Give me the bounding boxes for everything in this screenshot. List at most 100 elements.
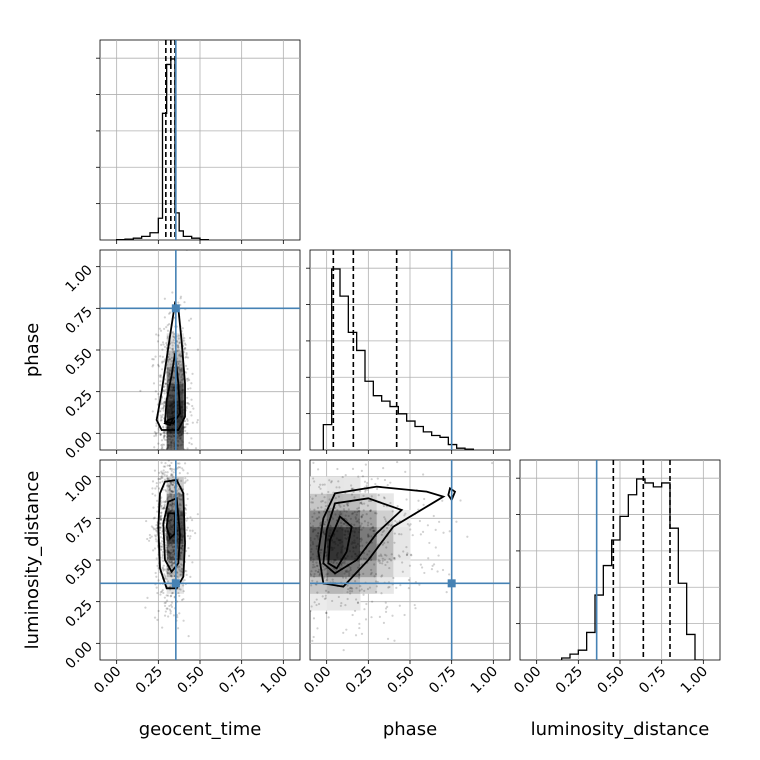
- sample-point: [344, 604, 347, 607]
- sample-point: [317, 510, 320, 514]
- sample-point: [181, 513, 184, 516]
- sample-point: [161, 626, 164, 629]
- sample-point: [169, 394, 172, 397]
- sample-point: [171, 502, 174, 505]
- sample-point: [381, 559, 384, 563]
- sample-point: [152, 358, 155, 361]
- sample-point: [349, 517, 353, 520]
- sample-point: [176, 533, 179, 536]
- sample-point: [316, 557, 319, 560]
- sample-point: [189, 575, 192, 578]
- sample-point: [377, 558, 380, 561]
- sample-point: [150, 535, 153, 538]
- sample-point: [160, 343, 163, 346]
- sample-point: [326, 538, 330, 542]
- sample-point: [405, 553, 409, 556]
- sample-point: [339, 512, 343, 516]
- sample-point: [186, 367, 189, 371]
- sample-point: [171, 432, 174, 435]
- sample-point: [166, 557, 169, 560]
- sample-point: [186, 356, 190, 359]
- sample-point: [187, 453, 189, 455]
- sample-point: [317, 531, 320, 535]
- sample-point: [171, 591, 174, 595]
- sample-point: [178, 437, 182, 440]
- sample-point: [169, 467, 172, 470]
- sample-point: [196, 348, 199, 351]
- x-tick-label: 0.50: [174, 664, 207, 697]
- sample-point: [176, 455, 178, 457]
- sample-point: [372, 526, 375, 530]
- sample-point: [313, 512, 316, 515]
- sample-point: [334, 513, 337, 516]
- sample-point: [164, 382, 167, 385]
- sample-point: [188, 319, 191, 322]
- sample-point: [358, 626, 361, 630]
- sample-point: [360, 528, 363, 531]
- sample-point: [387, 523, 391, 526]
- sample-point: [172, 386, 175, 389]
- sample-point: [350, 493, 354, 496]
- sample-point: [170, 427, 173, 430]
- sample-point: [156, 448, 159, 450]
- sample-point: [166, 453, 168, 455]
- sample-point: [183, 336, 186, 340]
- sample-point: [324, 520, 327, 524]
- sample-point: [170, 509, 173, 512]
- sample-point: [181, 432, 184, 435]
- sample-point: [346, 591, 349, 594]
- sample-point: [165, 432, 169, 435]
- sample-point: [310, 609, 312, 613]
- sample-point: [170, 592, 174, 595]
- density-cell: [393, 526, 411, 544]
- sample-point: [359, 525, 362, 528]
- sample-point: [345, 510, 348, 513]
- sample-point: [358, 573, 361, 576]
- density-cell: [310, 476, 328, 494]
- sample-point: [378, 561, 382, 565]
- sample-point: [360, 538, 363, 541]
- sample-point: [168, 464, 171, 467]
- sample-point: [178, 360, 181, 363]
- sample-point: [330, 560, 333, 563]
- sample-point: [386, 637, 390, 640]
- sample-point: [172, 539, 175, 542]
- sample-point: [168, 372, 171, 376]
- sample-point: [180, 433, 183, 436]
- sample-point: [173, 452, 175, 454]
- sample-point: [155, 485, 158, 488]
- sample-point: [341, 528, 344, 531]
- sample-point: [179, 381, 182, 384]
- sample-point: [390, 553, 393, 556]
- sample-point: [410, 554, 413, 557]
- sample-point: [358, 528, 361, 531]
- sample-point: [445, 591, 448, 594]
- sample-point: [156, 340, 160, 343]
- sample-point: [366, 504, 370, 507]
- sample-point: [427, 557, 430, 560]
- sample-point: [312, 543, 315, 546]
- density-cell: [393, 560, 411, 578]
- sample-point: [170, 412, 174, 415]
- sample-point: [168, 378, 171, 381]
- sample-point: [163, 297, 166, 300]
- sample-point: [173, 410, 176, 413]
- sample-point: [171, 414, 174, 418]
- sample-point: [340, 550, 343, 553]
- sample-point: [384, 563, 387, 567]
- sample-point: [364, 490, 367, 493]
- sample-point: [327, 537, 330, 541]
- sample-point: [179, 429, 182, 432]
- sample-point: [362, 572, 365, 575]
- sample-point: [170, 557, 173, 560]
- sample-point: [363, 502, 366, 505]
- sample-point: [176, 523, 179, 527]
- sample-point: [162, 569, 165, 572]
- sample-point: [351, 546, 355, 549]
- sample-point: [157, 429, 160, 432]
- sample-point: [161, 348, 164, 351]
- sample-point: [169, 514, 172, 517]
- sample-point: [399, 584, 402, 587]
- sample-point: [398, 604, 401, 607]
- sample-point: [148, 533, 151, 537]
